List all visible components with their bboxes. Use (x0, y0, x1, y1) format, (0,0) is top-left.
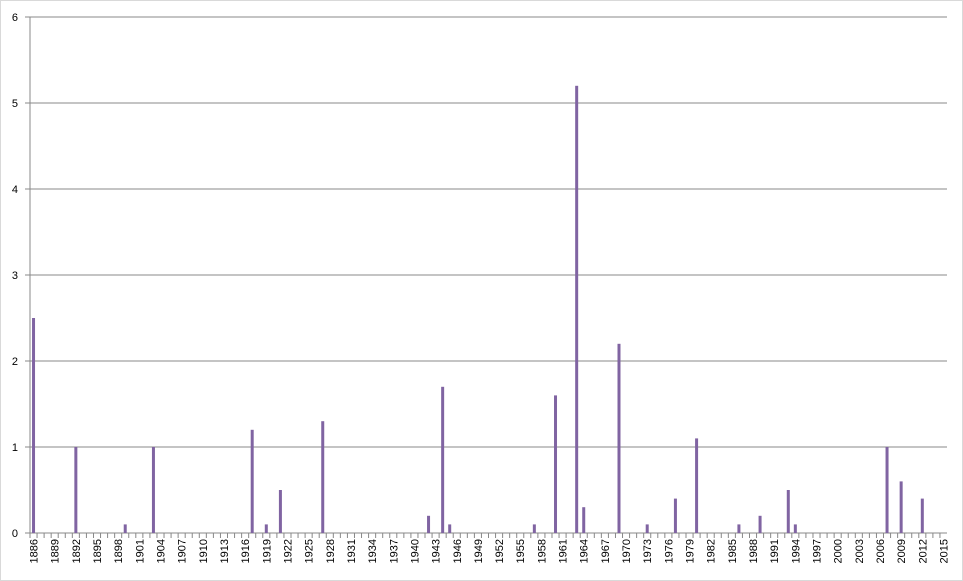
y-tick-label: 2 (12, 356, 18, 368)
bar (32, 318, 36, 533)
x-tick-label: 1997 (812, 539, 824, 563)
bar (427, 515, 431, 533)
x-tick-label: 1886 (29, 539, 41, 563)
x-tick-label: 1934 (367, 539, 379, 563)
bar (885, 447, 889, 533)
x-tick-label: 1988 (748, 539, 760, 563)
bar (673, 498, 677, 533)
x-tick-label: 1892 (71, 539, 83, 563)
bar (278, 490, 282, 533)
x-tick-label: 2009 (896, 539, 908, 563)
y-tick-label: 6 (12, 12, 18, 24)
x-tick-label: 1919 (261, 539, 273, 563)
x-tick-label: 1949 (473, 539, 485, 563)
y-tick-label: 5 (12, 98, 18, 110)
x-tick-label: 1928 (325, 539, 337, 563)
x-tick-label: 1913 (219, 539, 231, 563)
x-tick-label: 2015 (938, 539, 950, 563)
bar (617, 343, 621, 533)
x-tick-label: 1943 (431, 539, 443, 563)
x-tick-label: 1958 (536, 539, 548, 563)
x-tick-label: 1925 (304, 539, 316, 563)
bar (532, 524, 536, 533)
bar (441, 386, 445, 533)
bar (151, 447, 155, 533)
x-tick-label: 2003 (854, 539, 866, 563)
x-tick-label: 1952 (494, 539, 506, 563)
x-tick-label: 1991 (769, 539, 781, 563)
x-tick-label: 1910 (198, 539, 210, 563)
bar (250, 429, 254, 533)
x-tick-label: 1901 (134, 539, 146, 563)
x-tick-label: 2012 (917, 539, 929, 563)
x-tick-label: 2006 (875, 539, 887, 563)
x-tick-label: 1946 (452, 539, 464, 563)
x-tick-label: 1994 (790, 539, 802, 563)
x-tick-label: 2000 (833, 539, 845, 563)
bar (123, 524, 127, 533)
x-tick-label: 1895 (92, 539, 104, 563)
x-tick-label: 1982 (706, 539, 718, 563)
x-tick-label: 1940 (409, 539, 421, 563)
x-tick-label: 1955 (515, 539, 527, 563)
y-tick-label: 4 (12, 184, 18, 196)
x-tick-label: 1979 (685, 539, 697, 563)
bar (554, 395, 558, 533)
bar (899, 481, 903, 533)
bar (74, 447, 78, 533)
x-tick-label: 1904 (155, 539, 167, 563)
bar (737, 524, 741, 533)
x-tick-label: 1976 (663, 539, 675, 563)
x-tick-label: 1916 (240, 539, 252, 563)
bar (793, 524, 797, 533)
bar (920, 498, 924, 533)
y-tick-label: 3 (12, 270, 18, 282)
y-tick-label: 1 (12, 442, 18, 454)
bar (786, 490, 790, 533)
x-tick-label: 1964 (579, 539, 591, 563)
bar (758, 515, 762, 533)
x-tick-label: 1889 (50, 539, 62, 563)
x-tick-label: 1985 (727, 539, 739, 563)
bar (264, 524, 268, 533)
bar (448, 524, 452, 533)
x-tick-label: 1898 (113, 539, 125, 563)
x-tick-label: 1937 (388, 539, 400, 563)
bar (695, 438, 699, 533)
x-tick-label: 1907 (177, 539, 189, 563)
x-tick-label: 1961 (558, 539, 570, 563)
x-tick-label: 1973 (642, 539, 654, 563)
x-tick-label: 1931 (346, 539, 358, 563)
x-tick-label: 1967 (600, 539, 612, 563)
x-tick-label: 1970 (621, 539, 633, 563)
bar (575, 85, 579, 534)
x-tick-label: 1922 (282, 539, 294, 563)
y-tick-label: 0 (12, 528, 18, 540)
bar (645, 524, 649, 533)
bar (321, 421, 325, 533)
bar (582, 507, 586, 533)
